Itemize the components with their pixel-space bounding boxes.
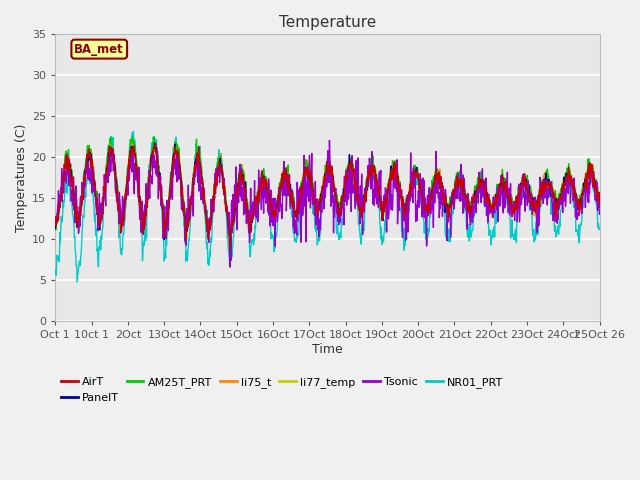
Text: BA_met: BA_met — [74, 43, 124, 56]
Y-axis label: Temperatures (C): Temperatures (C) — [15, 123, 28, 232]
Legend: AirT, PanelT, AM25T_PRT, li75_t, li77_temp, Tsonic, NR01_PRT: AirT, PanelT, AM25T_PRT, li75_t, li77_te… — [61, 377, 503, 403]
X-axis label: Time: Time — [312, 343, 343, 356]
Title: Temperature: Temperature — [279, 15, 376, 30]
